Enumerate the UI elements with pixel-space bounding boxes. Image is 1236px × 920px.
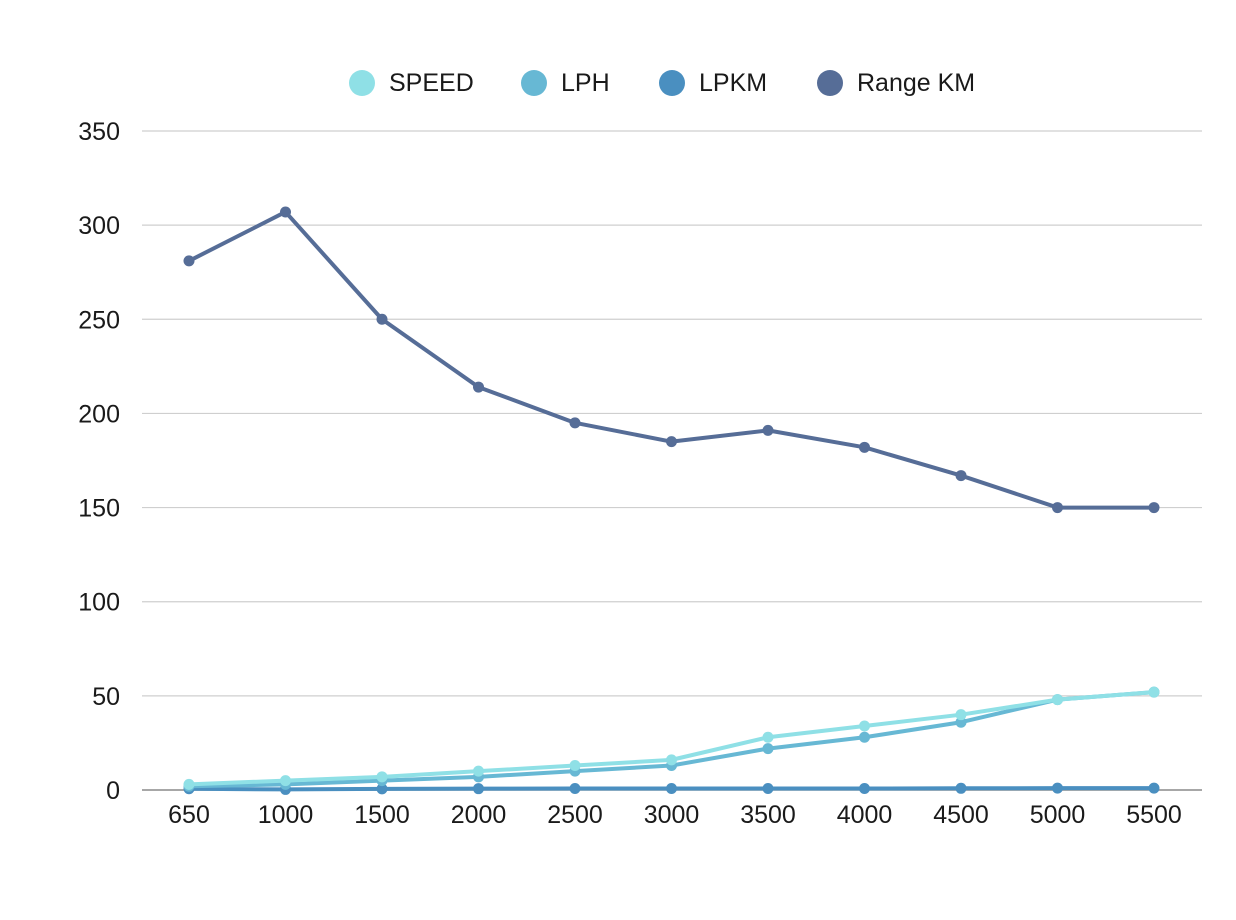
legend-label-lph: LPH [561, 69, 610, 97]
x-tick-label: 4000 [837, 801, 893, 829]
series-lines [183, 206, 1160, 795]
x-tick-label: 1500 [354, 801, 410, 829]
data-point-range-km [859, 441, 870, 453]
data-point-speed [280, 775, 291, 787]
x-tick-label: 3000 [644, 801, 700, 829]
data-point-lpkm [1148, 782, 1160, 794]
y-tick-label: 0 [106, 777, 120, 805]
data-point-lpkm [473, 783, 484, 795]
data-point-speed [376, 771, 388, 783]
legend-label-lpkm: LPKM [699, 69, 767, 97]
legend-marker-lph [521, 70, 547, 96]
data-point-lpkm [859, 782, 870, 794]
y-tick-label: 350 [78, 118, 120, 146]
data-point-lph [859, 731, 870, 743]
gridlines [142, 130, 1202, 791]
data-point-range-km [280, 206, 291, 218]
data-point-range-km [1052, 502, 1063, 514]
data-point-lph [955, 716, 967, 728]
x-tick-label: 5500 [1126, 801, 1182, 829]
y-tick-label: 200 [78, 400, 120, 428]
data-point-range-km [473, 381, 484, 393]
data-point-lpkm [762, 782, 774, 794]
data-point-speed [762, 731, 774, 743]
legend: SPEED LPH LPKM Range KM [349, 69, 975, 97]
data-point-range-km [376, 313, 388, 325]
data-point-speed [955, 709, 967, 721]
y-tick-label: 50 [92, 683, 120, 711]
x-tick-label: 650 [168, 801, 210, 829]
data-point-speed [183, 778, 195, 790]
series-range-km [183, 206, 1160, 514]
series-speed [183, 686, 1160, 790]
x-tick-label: 2500 [547, 801, 603, 829]
data-point-lpkm [955, 782, 967, 794]
data-point-lph [762, 743, 774, 755]
legend-marker-speed [349, 70, 375, 96]
data-point-lpkm [569, 782, 581, 794]
data-point-speed [859, 720, 870, 732]
data-point-speed [1148, 686, 1160, 698]
data-point-range-km [1148, 502, 1160, 514]
legend-item-speed: SPEED [349, 69, 474, 97]
y-tick-label: 300 [78, 212, 120, 240]
data-point-speed [1052, 694, 1063, 706]
x-axis-ticks: 650 1000 1500 2000 2500 3000 3500 4000 4500 5000 5… [168, 801, 1182, 829]
data-point-range-km [762, 424, 774, 436]
legend-label-speed: SPEED [389, 69, 474, 97]
x-tick-label: 5000 [1030, 801, 1086, 829]
data-point-range-km [569, 417, 581, 429]
data-point-range-km [666, 436, 677, 448]
data-point-lpkm [666, 782, 677, 794]
data-point-lpkm [376, 783, 388, 795]
legend-label-range-km: Range KM [857, 69, 975, 97]
y-tick-label: 150 [78, 495, 120, 523]
data-point-range-km [955, 470, 967, 482]
data-point-range-km [183, 255, 195, 267]
y-tick-label: 100 [78, 589, 120, 617]
y-axis-ticks: 0 50 100 150 200 250 300 350 [78, 118, 120, 805]
data-point-lpkm [1052, 782, 1063, 794]
legend-marker-lpkm [659, 70, 685, 96]
data-point-speed [569, 760, 581, 772]
legend-item-range-km: Range KM [817, 69, 975, 97]
x-tick-label: 2000 [451, 801, 507, 829]
x-tick-label: 1000 [258, 801, 314, 829]
data-point-speed [473, 765, 484, 777]
x-tick-label: 3500 [740, 801, 796, 829]
legend-item-lpkm: LPKM [659, 69, 767, 97]
y-tick-label: 250 [78, 306, 120, 334]
legend-item-lph: LPH [521, 69, 610, 97]
data-point-speed [666, 754, 677, 766]
x-tick-label: 4500 [933, 801, 989, 829]
legend-marker-range-km [817, 70, 843, 96]
series-lph [183, 686, 1160, 792]
series-line-range-km [187, 209, 1156, 510]
